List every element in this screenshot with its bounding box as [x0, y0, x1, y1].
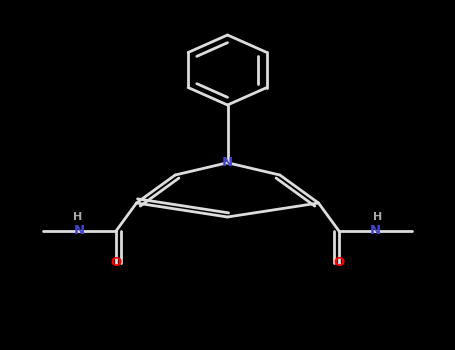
- Text: N: N: [370, 224, 381, 238]
- Text: H: H: [73, 212, 82, 222]
- Text: N: N: [222, 156, 233, 169]
- Text: H: H: [373, 212, 382, 222]
- Text: O: O: [334, 256, 344, 269]
- Text: N: N: [74, 224, 85, 238]
- Text: O: O: [111, 256, 121, 269]
